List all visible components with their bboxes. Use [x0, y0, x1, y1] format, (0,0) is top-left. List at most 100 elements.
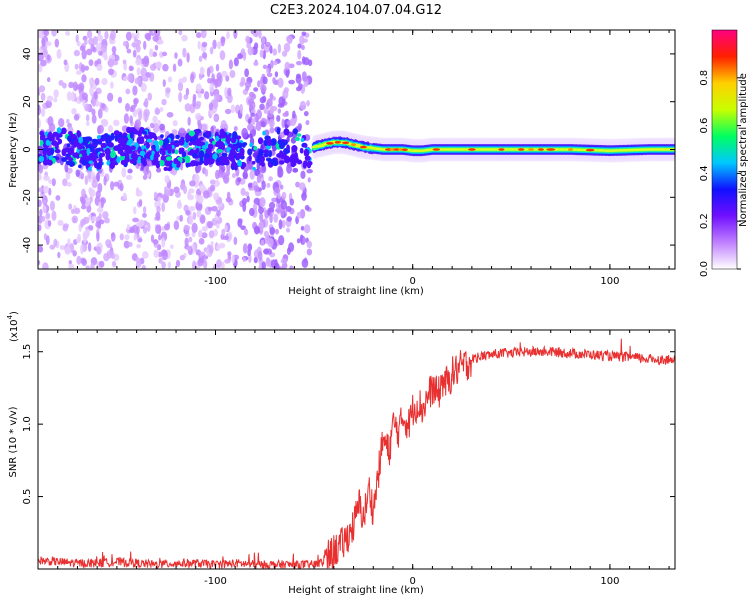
noise-blob — [129, 106, 135, 113]
band-blob — [96, 135, 101, 140]
noise-blob — [295, 181, 301, 188]
noise-blob — [81, 74, 87, 83]
noise-blob — [38, 164, 44, 174]
band-blob — [201, 144, 208, 150]
band-blob — [138, 136, 145, 145]
band-blob — [262, 149, 270, 154]
band-blob — [127, 149, 133, 154]
noise-blob — [45, 100, 53, 109]
noise-blob — [178, 127, 186, 134]
band-blob — [283, 128, 290, 136]
noise-blob — [173, 220, 180, 231]
noise-blob — [66, 91, 72, 102]
noise-blob — [297, 49, 302, 60]
hot-spot — [585, 148, 595, 152]
noise-blob — [40, 92, 46, 102]
noise-blob — [175, 259, 181, 268]
noise-blob — [258, 30, 262, 39]
spectrogram-panel: -100 0 100 -40 -20 0 20 40 Height of straight l… — [8, 29, 676, 297]
noise-blob — [112, 260, 117, 268]
band-blob — [159, 159, 165, 167]
noise-blob — [119, 183, 124, 192]
noise-blob — [66, 182, 72, 187]
band-blob — [190, 160, 195, 167]
noise-blob — [269, 127, 275, 134]
noise-blob — [224, 258, 231, 264]
noise-blob — [306, 168, 313, 174]
noise-blob — [97, 108, 103, 119]
noise-blob — [70, 91, 76, 102]
noise-blob — [93, 90, 98, 100]
noise-blob — [74, 207, 81, 215]
noise-blob — [213, 94, 220, 102]
noise-blob — [49, 244, 56, 250]
noise-blob — [192, 260, 197, 269]
noise-blob — [85, 114, 90, 122]
noise-blob — [240, 48, 246, 56]
noise-blob — [142, 165, 150, 176]
hot-spot — [537, 148, 544, 151]
noise-blob — [88, 37, 95, 46]
noise-blob — [201, 51, 208, 59]
noise-blob — [275, 228, 279, 235]
band-blob — [198, 150, 205, 158]
noise-blob — [146, 222, 151, 232]
noise-blob — [179, 254, 186, 261]
noise-blob — [299, 100, 307, 111]
band-blob — [278, 160, 285, 165]
noise-blob — [249, 169, 255, 180]
noise-blob — [87, 171, 92, 180]
y-tick-label: 40 — [22, 48, 33, 61]
noise-blob — [277, 192, 281, 200]
noise-blob — [136, 43, 141, 53]
noise-blob — [300, 225, 305, 231]
noise-blob — [277, 167, 284, 178]
noise-blob — [210, 126, 214, 135]
noise-blob — [132, 49, 137, 58]
noise-blob — [219, 50, 226, 61]
noise-blob — [76, 255, 82, 265]
noise-blob — [233, 236, 238, 246]
noise-blob — [85, 265, 90, 269]
noise-blob — [257, 80, 261, 88]
noise-blob — [123, 113, 129, 124]
noise-blob — [70, 208, 75, 214]
hot-spot — [432, 148, 441, 151]
noise-blob — [196, 32, 202, 39]
noise-blob — [199, 66, 204, 76]
noise-blob — [79, 257, 87, 264]
noise-blob — [301, 56, 306, 65]
noise-blob — [247, 118, 252, 125]
noise-blob — [89, 195, 93, 203]
band-blob — [160, 134, 164, 138]
band-blob — [113, 145, 120, 151]
band-blob — [251, 160, 256, 165]
noise-blob — [38, 105, 41, 116]
noise-blob — [292, 167, 299, 173]
band-blob — [47, 159, 53, 166]
noise-blob — [182, 76, 187, 83]
band-blob — [253, 145, 258, 151]
band-blob — [120, 160, 127, 166]
noise-blob — [253, 226, 261, 235]
noise-blob — [231, 254, 235, 264]
band-blob — [54, 149, 61, 154]
band-blob — [105, 135, 113, 144]
noise-blob — [198, 238, 205, 245]
noise-blob — [38, 260, 41, 266]
band-blob — [109, 142, 114, 148]
noise-blob — [44, 41, 52, 47]
noise-blob — [273, 213, 279, 223]
noise-blob — [108, 68, 115, 76]
band-blob — [174, 149, 179, 155]
band-blob — [70, 133, 77, 139]
noise-blob — [155, 211, 161, 220]
band-blob — [78, 136, 83, 144]
noise-blob — [121, 167, 127, 178]
band-blob — [98, 153, 103, 159]
noise-blob — [155, 224, 162, 235]
noise-blob — [285, 227, 291, 233]
band-blob — [100, 142, 107, 149]
band-blob — [257, 137, 264, 145]
noise-blob — [53, 89, 59, 98]
